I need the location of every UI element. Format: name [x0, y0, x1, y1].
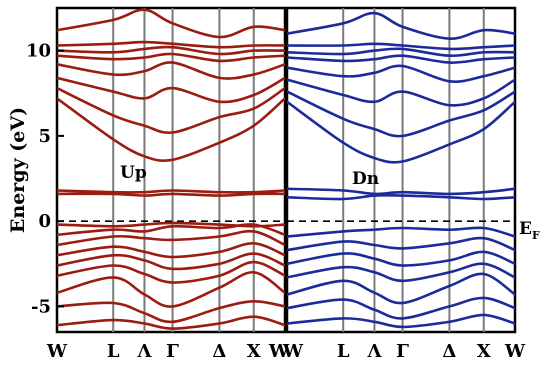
spin-down-label: Dn — [352, 169, 379, 189]
band-dn-2 — [287, 272, 515, 305]
band-up-8 — [57, 221, 285, 228]
k-label-up-4: Δ — [212, 341, 226, 362]
band-up-12 — [57, 86, 285, 135]
spin-down-kpoint-lines — [342, 8, 485, 332]
k-label-dn-5: X — [477, 341, 491, 362]
band-dn-12 — [287, 64, 515, 83]
band-dn-9 — [287, 100, 515, 164]
fermi-level-label: EF — [519, 219, 540, 242]
band-dn-11 — [287, 78, 515, 107]
band-up-10 — [57, 189, 285, 194]
k-label-dn-2: Λ — [366, 341, 382, 362]
y-axis-ticks: -5 0 5 10 — [26, 41, 64, 317]
spin-down-bands — [287, 11, 515, 329]
spin-down-panel-frame — [285, 6, 517, 334]
band-up-5 — [57, 241, 285, 259]
band-up-18 — [57, 8, 285, 39]
band-up-6 — [57, 229, 285, 247]
band-up-15 — [57, 52, 285, 63]
band-up-4 — [57, 252, 285, 271]
k-label-dn-6: W — [504, 341, 526, 362]
band-up-9 — [57, 192, 285, 197]
k-label-dn-4: Δ — [442, 341, 456, 362]
k-label-up-0: W — [46, 341, 68, 362]
k-label-dn-1: L — [337, 341, 350, 362]
band-up-11 — [57, 97, 285, 162]
band-dn-1 — [287, 296, 515, 320]
band-up-2 — [57, 270, 285, 308]
band-dn-16 — [287, 11, 515, 41]
band-up-7 — [57, 223, 285, 237]
y-tick-label-2: 5 — [38, 126, 51, 147]
band-up-16 — [57, 45, 285, 56]
band-dn-8 — [287, 187, 515, 196]
k-label-up-3: Γ — [166, 341, 179, 362]
y-tick-label-0: -5 — [31, 296, 51, 317]
band-dn-5 — [287, 236, 515, 252]
k-label-up-6: W — [268, 341, 290, 362]
y-tick-label-3: 10 — [26, 41, 51, 62]
k-label-up-1: L — [107, 341, 120, 362]
band-dn-3 — [287, 262, 515, 283]
band-dn-10 — [287, 90, 515, 138]
band-dn-14 — [287, 47, 515, 58]
band-dn-4 — [287, 250, 515, 267]
k-label-dn-3: Γ — [396, 341, 409, 362]
band-up-1 — [57, 299, 285, 324]
band-dn-7 — [287, 193, 515, 201]
spin-up-label: Up — [120, 163, 147, 183]
band-up-3 — [57, 260, 285, 284]
k-label-dn-0: W — [282, 341, 304, 362]
band-dn-13 — [287, 54, 515, 64]
band-dn-0 — [287, 313, 515, 329]
band-up-13 — [57, 76, 285, 104]
band-dn-6 — [287, 226, 515, 238]
band-up-14 — [57, 61, 285, 80]
y-tick-label-1: 0 — [38, 211, 51, 232]
k-label-up-5: X — [247, 341, 261, 362]
y-axis-label: Energy (eV) — [7, 107, 29, 233]
band-up-17 — [57, 40, 285, 49]
spin-up-bands — [57, 8, 285, 330]
spin-up-panel-frame — [55, 6, 287, 334]
k-label-up-2: Λ — [136, 341, 152, 362]
band-up-0 — [57, 315, 285, 330]
band-dn-15 — [287, 42, 515, 51]
